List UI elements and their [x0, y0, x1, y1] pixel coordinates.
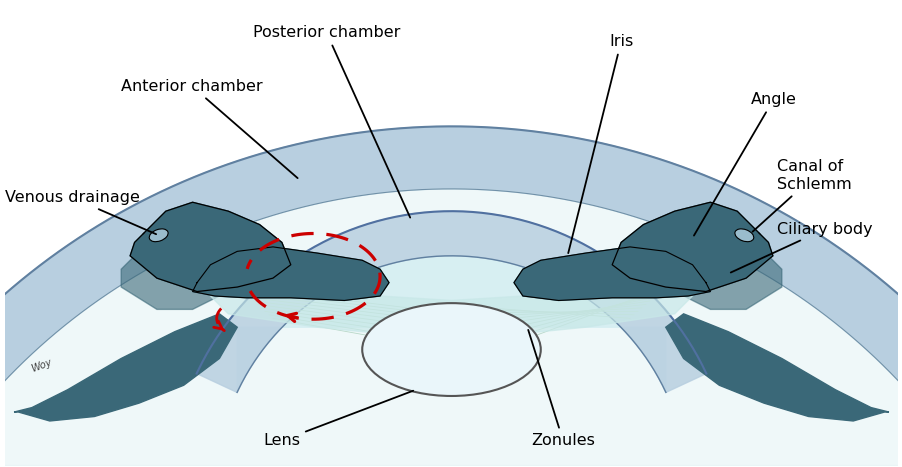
Text: Anterior chamber: Anterior chamber [121, 79, 298, 178]
Text: Ciliary body: Ciliary body [730, 221, 872, 273]
Polygon shape [130, 202, 290, 291]
Polygon shape [0, 189, 902, 467]
Polygon shape [656, 238, 781, 309]
Polygon shape [612, 202, 772, 291]
Polygon shape [237, 256, 665, 392]
Ellipse shape [149, 229, 168, 242]
Text: Woy: Woy [30, 357, 53, 374]
Polygon shape [197, 211, 705, 392]
Polygon shape [665, 314, 888, 421]
Polygon shape [192, 247, 389, 300]
Text: Posterior chamber: Posterior chamber [253, 25, 410, 218]
Ellipse shape [362, 303, 540, 396]
Polygon shape [121, 238, 246, 309]
Text: Angle: Angle [693, 92, 796, 235]
Text: Canal of
Schlemm: Canal of Schlemm [751, 159, 851, 232]
Text: Venous drainage: Venous drainage [5, 190, 156, 234]
Text: Iris: Iris [567, 34, 632, 253]
Polygon shape [197, 278, 705, 336]
Polygon shape [14, 314, 237, 421]
Text: Zonules: Zonules [528, 330, 594, 448]
Text: Lens: Lens [263, 391, 413, 448]
Polygon shape [513, 247, 710, 300]
Polygon shape [0, 127, 902, 467]
Ellipse shape [734, 229, 753, 242]
